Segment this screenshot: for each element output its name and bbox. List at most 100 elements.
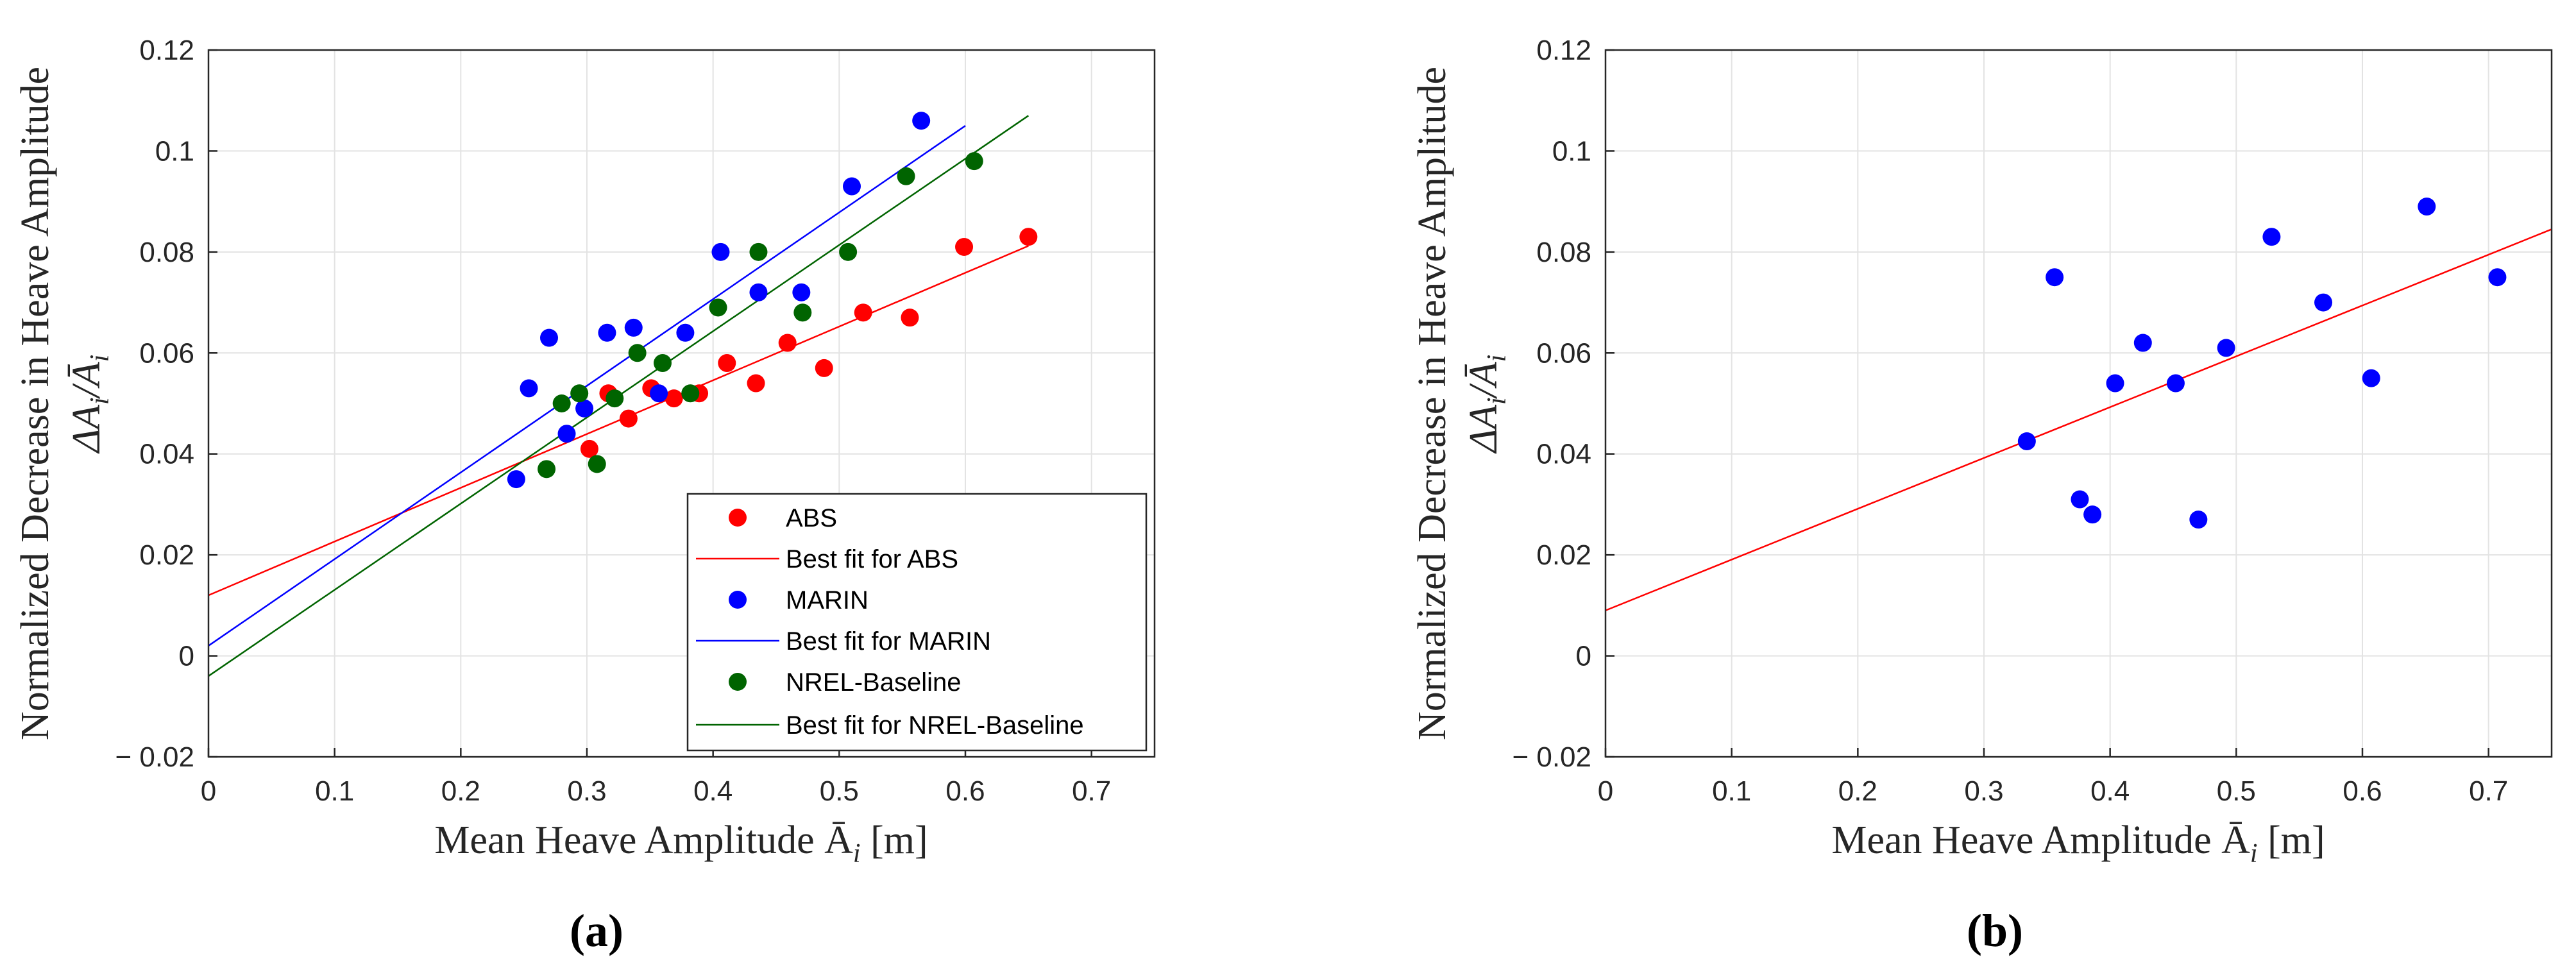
legend-marker-abs [729, 509, 747, 527]
x-tick-label: 0.1 [1712, 775, 1751, 807]
data-point-abs [854, 303, 872, 322]
data-point-abs [815, 359, 833, 377]
data-point-marin [624, 318, 643, 337]
fit-lines-b [1605, 228, 2552, 611]
data-point-nrel-baseline [709, 298, 727, 317]
legend-label-nrel: NREL-Baseline [786, 668, 961, 697]
points-a [507, 112, 1038, 489]
data-point-points [2217, 339, 2235, 357]
data-point-nrel-baseline [681, 384, 700, 403]
y-tick-label: 0.04 [139, 439, 194, 470]
x-tick-label: 0.2 [1838, 775, 1877, 807]
y-axis-label-b-line1: Normalized Decrease in Heave Amplitude [1411, 67, 1454, 740]
legend-label-marin-fit: Best fit for MARIN [786, 627, 991, 656]
y-tick-label: 0.02 [1536, 539, 1591, 571]
data-point-points [2314, 293, 2333, 312]
data-point-nrel-baseline [793, 303, 812, 322]
data-point-abs [580, 439, 598, 458]
y-axis-label-a-line2: ΔAi/Āi [65, 355, 115, 455]
data-point-points [2262, 228, 2281, 246]
data-point-nrel-baseline [538, 460, 556, 478]
data-point-marin [540, 328, 558, 347]
data-point-abs [747, 374, 765, 393]
data-point-marin [912, 112, 931, 130]
y-tick-label: 0 [179, 641, 194, 672]
data-point-points [2133, 334, 2152, 352]
legend-label-nrel-fit: Best fit for NREL-Baseline [786, 711, 1084, 740]
data-point-nrel-baseline [839, 242, 858, 261]
points-b [2017, 198, 2507, 529]
data-point-points [2046, 268, 2064, 287]
data-point-marin [575, 399, 594, 418]
chart-panel-b: 0 0.1 0.2 0.3 0.4 0.5 0.6 0.7− 0.0200.020.040.0… [1411, 35, 2553, 956]
data-point-abs [619, 409, 638, 428]
plot-frame-a [207, 49, 1156, 758]
panel-label-a: (a) [570, 905, 623, 956]
chart-panel-a: 0 0.1 0.2 0.3 0.4 0.5 0.6 0.7− 0.0200.020.040.0… [13, 35, 1156, 956]
ticks-a: 0 0.1 0.2 0.3 0.4 0.5 0.6 0.7− 0.0200.020.040.0… [115, 35, 1111, 807]
data-point-abs [718, 354, 736, 373]
y-tick-label: 0.06 [1536, 337, 1591, 369]
fit-line-best-fit-for-abs [208, 245, 1029, 596]
x-tick-label: 0.4 [693, 775, 733, 807]
data-point-nrel-baseline [570, 384, 589, 403]
x-tick-label: 0 [1598, 775, 1613, 807]
y-tick-label: − 0.02 [115, 741, 194, 773]
y-tick-label: 0.12 [1536, 35, 1591, 66]
data-point-abs [955, 237, 974, 256]
y-tick-label: 0.08 [1536, 237, 1591, 268]
panel-label-b: (b) [1967, 905, 2023, 956]
x-tick-label: 0.6 [945, 775, 985, 807]
x-tick-label: 0.5 [820, 775, 859, 807]
x-tick-label: 0 [201, 775, 216, 807]
data-point-nrel-baseline [606, 389, 624, 408]
data-point-points [2017, 432, 2036, 451]
data-point-marin [520, 379, 538, 398]
x-tick-label: 0.2 [441, 775, 480, 807]
data-point-points [2083, 505, 2102, 524]
data-point-nrel-baseline [897, 167, 915, 185]
y-tick-label: 0 [1576, 641, 1591, 672]
data-point-nrel-baseline [965, 152, 983, 171]
data-point-nrel-baseline [552, 394, 571, 412]
x-axis-label-a: Mean Heave Amplitude Āi [m] [434, 818, 928, 868]
data-point-marin [650, 384, 668, 403]
x-tick-label: 0.1 [315, 775, 354, 807]
data-point-points [2362, 369, 2380, 387]
y-tick-label: 0.08 [139, 237, 194, 268]
fit-line-fit [1605, 228, 2552, 611]
x-tick-label: 0.3 [567, 775, 606, 807]
legend-marker-marin [729, 591, 747, 609]
x-axis-label-b: Mean Heave Amplitude Āi [m] [1831, 818, 2325, 868]
data-point-abs [778, 334, 797, 352]
data-point-points [2166, 374, 2185, 393]
legend-a: ABS Best fit for ABS MARIN Best fit for … [686, 493, 1148, 752]
data-point-marin [557, 425, 576, 443]
y-tick-label: 0.12 [139, 35, 194, 66]
plot-frame-b [1604, 49, 2553, 758]
ticks-b: 0 0.1 0.2 0.3 0.4 0.5 0.6 0.7− 0.0200.020.040.0… [1512, 35, 2508, 807]
data-point-nrel-baseline [628, 344, 647, 362]
y-tick-label: 0.1 [1552, 135, 1591, 167]
data-point-marin [749, 283, 768, 301]
data-point-marin [507, 470, 525, 489]
data-point-marin [598, 323, 616, 342]
data-point-nrel-baseline [749, 242, 768, 261]
data-point-nrel-baseline [654, 354, 672, 373]
data-point-points [2071, 490, 2089, 509]
legend-label-marin: MARIN [786, 586, 869, 614]
y-axis-label-b-line2: ΔAi/Āi [1462, 355, 1512, 455]
x-tick-label: 0.3 [1964, 775, 2003, 807]
legend-box [686, 493, 1148, 752]
data-point-marin [711, 242, 730, 261]
x-tick-label: 0.6 [2343, 775, 2382, 807]
grid-b [1605, 49, 2552, 757]
data-point-points [2418, 198, 2436, 216]
fit-line-best-fit-for-marin [208, 125, 966, 647]
data-point-abs [1019, 228, 1038, 246]
y-axis-label-a-line1: Normalized Decrease in Heave Amplitude [13, 67, 57, 740]
data-point-abs [665, 389, 683, 408]
x-tick-label: 0.7 [1072, 775, 1111, 807]
y-tick-label: − 0.02 [1512, 741, 1591, 773]
data-point-points [2488, 268, 2507, 287]
